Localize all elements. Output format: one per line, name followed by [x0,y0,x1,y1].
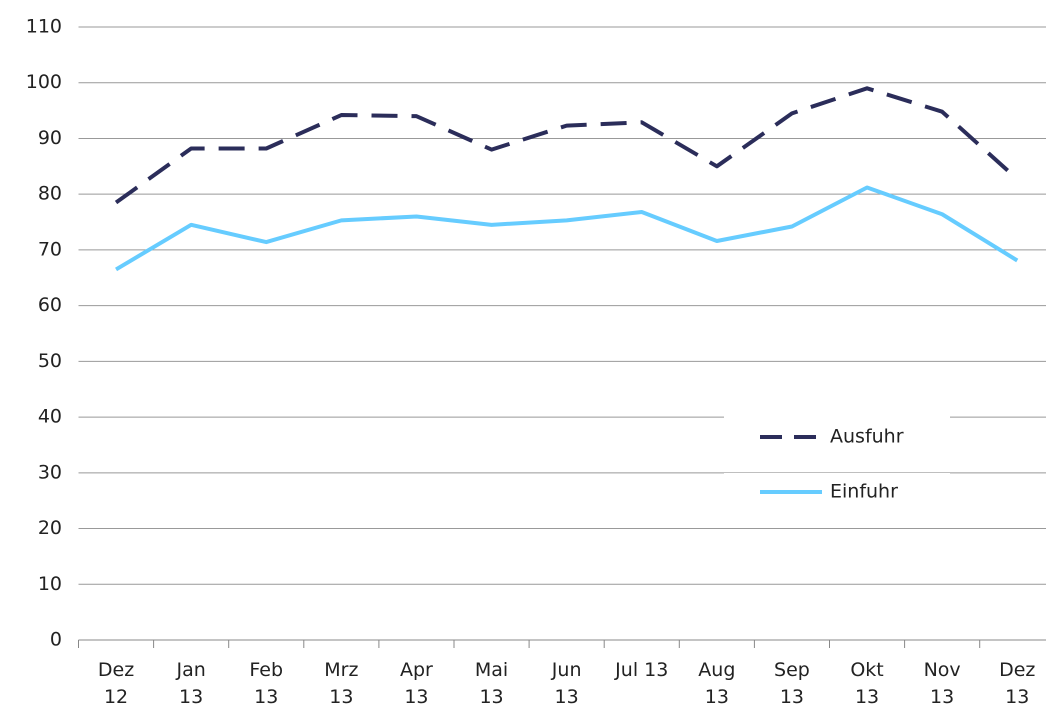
x-tick-label: Nov 13 [923,659,961,708]
y-tick-label: 90 [38,127,62,149]
x-tick-label: Aug 13 [698,659,736,708]
x-tick-label: Mai 13 [474,659,509,708]
legend-label: Ausfuhr [830,426,904,448]
y-tick-label: 30 [38,461,62,483]
x-tick-label: Okt 13 [850,659,884,708]
y-tick-label: 40 [38,406,62,428]
y-tick-label: 60 [38,294,62,316]
x-tick-label: Dez 12 [97,659,135,708]
legend-box [724,416,950,470]
y-tick-label: 110 [26,16,62,38]
x-tick-label: Dez 13 [999,659,1036,708]
y-tick-label: 70 [38,238,62,260]
x-tick-label: Apr 13 [400,659,433,708]
x-tick-label: Jan 13 [176,659,206,708]
legend-label: Einfuhr [830,481,898,503]
y-tick-label: 100 [26,71,62,93]
y-tick-label: 10 [38,573,62,595]
x-tick-label: Mrz 13 [324,659,359,708]
x-tick-label: Feb 13 [249,659,284,708]
y-tick-label: 50 [38,350,62,372]
x-tick-label: Jun 13 [551,659,582,708]
line-series [114,86,1019,205]
x-tick-label: Sep 13 [774,659,810,708]
line-series [115,185,1019,272]
y-tick-label: 80 [38,183,62,205]
y-tick-label: 20 [38,517,62,539]
x-tick-label: Jul 13 [615,659,669,681]
y-tick-label: 0 [50,629,62,651]
